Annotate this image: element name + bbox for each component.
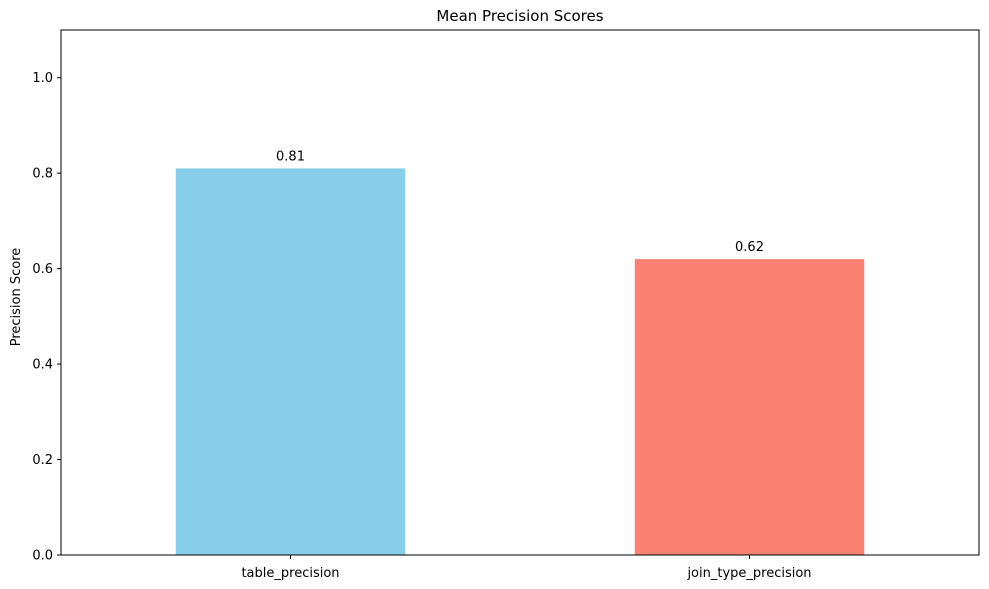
x-tick-label: join_type_precision <box>686 566 811 581</box>
data-label-table-precision: 0.81 <box>276 149 305 164</box>
axes-frame <box>60 29 980 556</box>
y-tick-label: 0.0 <box>32 549 53 564</box>
chart-title: Mean Precision Scores <box>436 7 603 25</box>
y-tick-label: 0.8 <box>32 167 53 182</box>
y-tick-label: 0.4 <box>32 358 53 373</box>
y-axis-label: Precision Score <box>9 248 24 347</box>
bar-table-precision <box>175 168 406 555</box>
y-tick-label: 0.6 <box>32 262 53 277</box>
y-tick-label: 1.0 <box>32 71 53 86</box>
plot-area: 0.81 table_precision 0.62 join_type_precisi… <box>32 29 980 581</box>
bar-join-type-precision <box>634 259 865 555</box>
y-tick-label: 0.2 <box>32 453 53 468</box>
x-tick-label: table_precision <box>241 566 339 581</box>
data-label-join-type-precision: 0.62 <box>735 240 764 255</box>
